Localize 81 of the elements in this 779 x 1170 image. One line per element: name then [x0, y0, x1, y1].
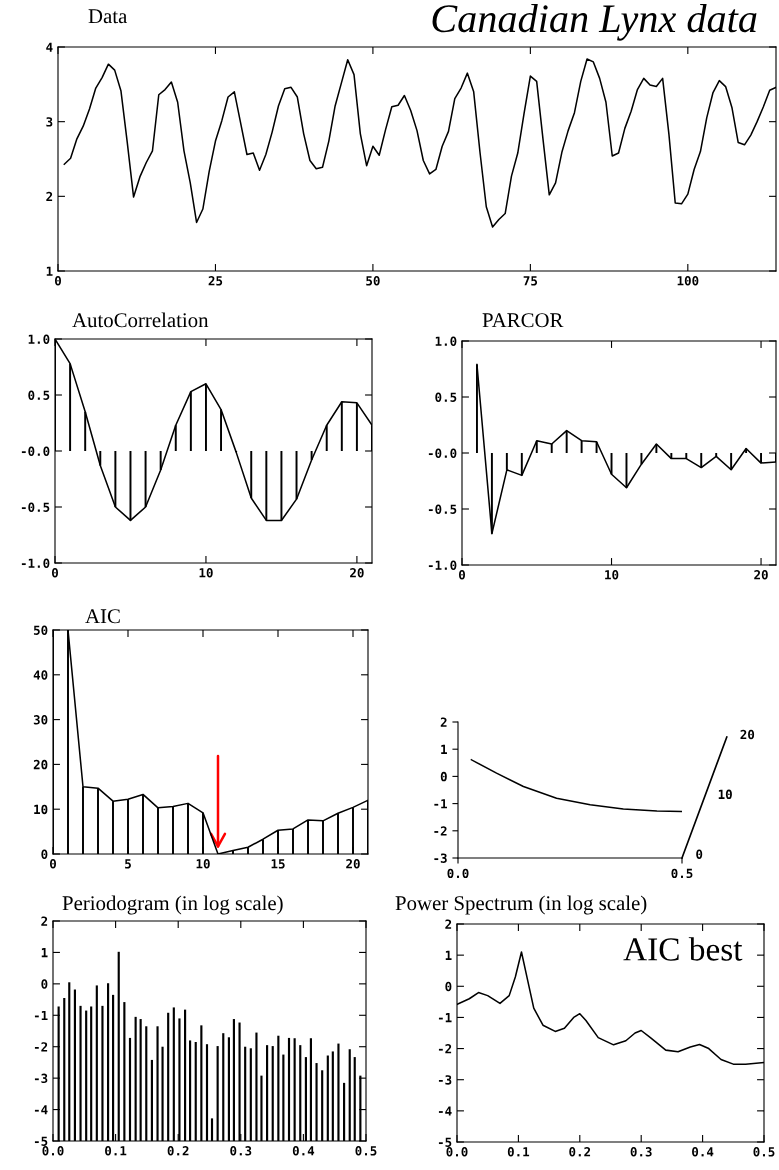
y-tick-label: 4 [46, 42, 53, 52]
y-tick-label: -3 [438, 1075, 452, 1085]
y-tick-label: -4 [34, 1105, 48, 1115]
x-tick-label: 20 [754, 570, 768, 580]
y-tick-label: -3 [434, 853, 447, 863]
y-tick-label: -1.0 [21, 558, 50, 568]
y-tick-label: -1 [34, 1010, 48, 1021]
x-tick-label: 0.0 [42, 1146, 64, 1156]
y-tick-label: 50 [33, 625, 48, 635]
y-tick-label: -0.5 [428, 504, 457, 514]
chart-title: Periodogram (in log scale) [62, 895, 283, 915]
y-tick-label: -3 [34, 1073, 48, 1084]
y-tick-label: 2 [41, 916, 48, 926]
x-tick-label: 0.1 [105, 1146, 127, 1156]
y-tick-label: -5 [34, 1136, 48, 1146]
text: 10 [718, 789, 732, 800]
x-tick-label: 100 [677, 276, 699, 286]
x-tick-label: 0.1 [507, 1147, 530, 1157]
x-tick-label: 0.0 [447, 868, 469, 879]
chart-subtitle: Data [88, 9, 128, 24]
annotation: AIC best [623, 937, 743, 961]
y-tick-label: 30 [33, 715, 48, 725]
y-tick-label: -1.0 [428, 560, 457, 570]
y-tick-label: 0 [41, 849, 48, 859]
x-tick-label: 0 [458, 570, 466, 580]
y-tick-label: 1 [445, 950, 452, 960]
y-tick-label: -0.5 [21, 502, 50, 512]
y-tick-label: -1 [438, 1013, 452, 1023]
y-tick-label: -5 [438, 1137, 452, 1147]
y-tick-label: 1 [46, 266, 53, 276]
x-tick-label: 15 [271, 859, 285, 869]
y-tick-label: 0.5 [28, 390, 50, 400]
y-tick-label: 3 [46, 117, 53, 127]
x-tick-label: 50 [366, 276, 380, 286]
chart-title: Canadian Lynx data [432, 4, 757, 41]
x-tick-label: 0.3 [230, 1146, 252, 1156]
x-tick-label: 10 [605, 570, 619, 580]
chart-title: Power Spectrum (in log scale) [395, 895, 647, 915]
chart-title: PARCOR [482, 313, 564, 328]
y-tick-label: 0 [440, 771, 447, 782]
x-tick-label: 20 [346, 859, 360, 869]
y-tick-label: 40 [33, 670, 48, 680]
y-tick-label: -0.0 [428, 448, 457, 458]
y-tick-label: -4 [438, 1106, 452, 1116]
x-tick-label: 0.5 [753, 1147, 775, 1157]
x-tick-label: 0.4 [292, 1146, 315, 1156]
x-tick-label: 0.3 [630, 1147, 652, 1157]
x-tick-label: 0 [54, 276, 62, 286]
chart-title: AutoCorrelation [72, 312, 209, 328]
y-tick-label: 20 [33, 759, 48, 770]
x-tick-label: 0.2 [167, 1146, 189, 1156]
x-tick-label: 5 [125, 859, 131, 869]
y-tick-label: 0 [41, 979, 48, 989]
y-tick-label: 10 [34, 804, 48, 815]
y-tick-label: 2 [440, 717, 447, 727]
y-tick-label: 1 [441, 744, 447, 754]
x-tick-label: 25 [208, 276, 223, 286]
y-tick-label: 1 [41, 948, 48, 958]
y-tick-label: -2 [34, 1042, 48, 1052]
y-tick-label: -2 [438, 1044, 452, 1054]
x-tick-label: 20 [350, 568, 364, 578]
x-tick-label: 0.0 [446, 1147, 468, 1157]
y-tick-label: 0.5 [435, 392, 457, 402]
y-tick-label: -2 [434, 826, 447, 836]
x-tick-label: 75 [523, 276, 538, 286]
y-tick-label: 1.0 [435, 336, 457, 346]
y-tick-label: -1 [434, 799, 447, 809]
x-tick-label: 10 [196, 859, 210, 869]
y-tick-label: -0.0 [21, 446, 50, 456]
chart-title: AIC [85, 609, 120, 624]
x-tick-label: 10 [199, 568, 213, 578]
x-tick-label: 0.4 [692, 1147, 714, 1157]
y-tick-label: 2 [46, 191, 53, 202]
x-tick-label: 0.5 [355, 1146, 377, 1156]
line-series [470, 759, 682, 813]
text: 0 [696, 849, 703, 859]
y-tick-label: 1.0 [28, 334, 50, 344]
text: 20 [740, 729, 755, 740]
y-tick-label: 0 [445, 981, 452, 992]
y-tick-label: 2 [445, 919, 452, 929]
x-tick-label: 0.2 [569, 1147, 591, 1157]
